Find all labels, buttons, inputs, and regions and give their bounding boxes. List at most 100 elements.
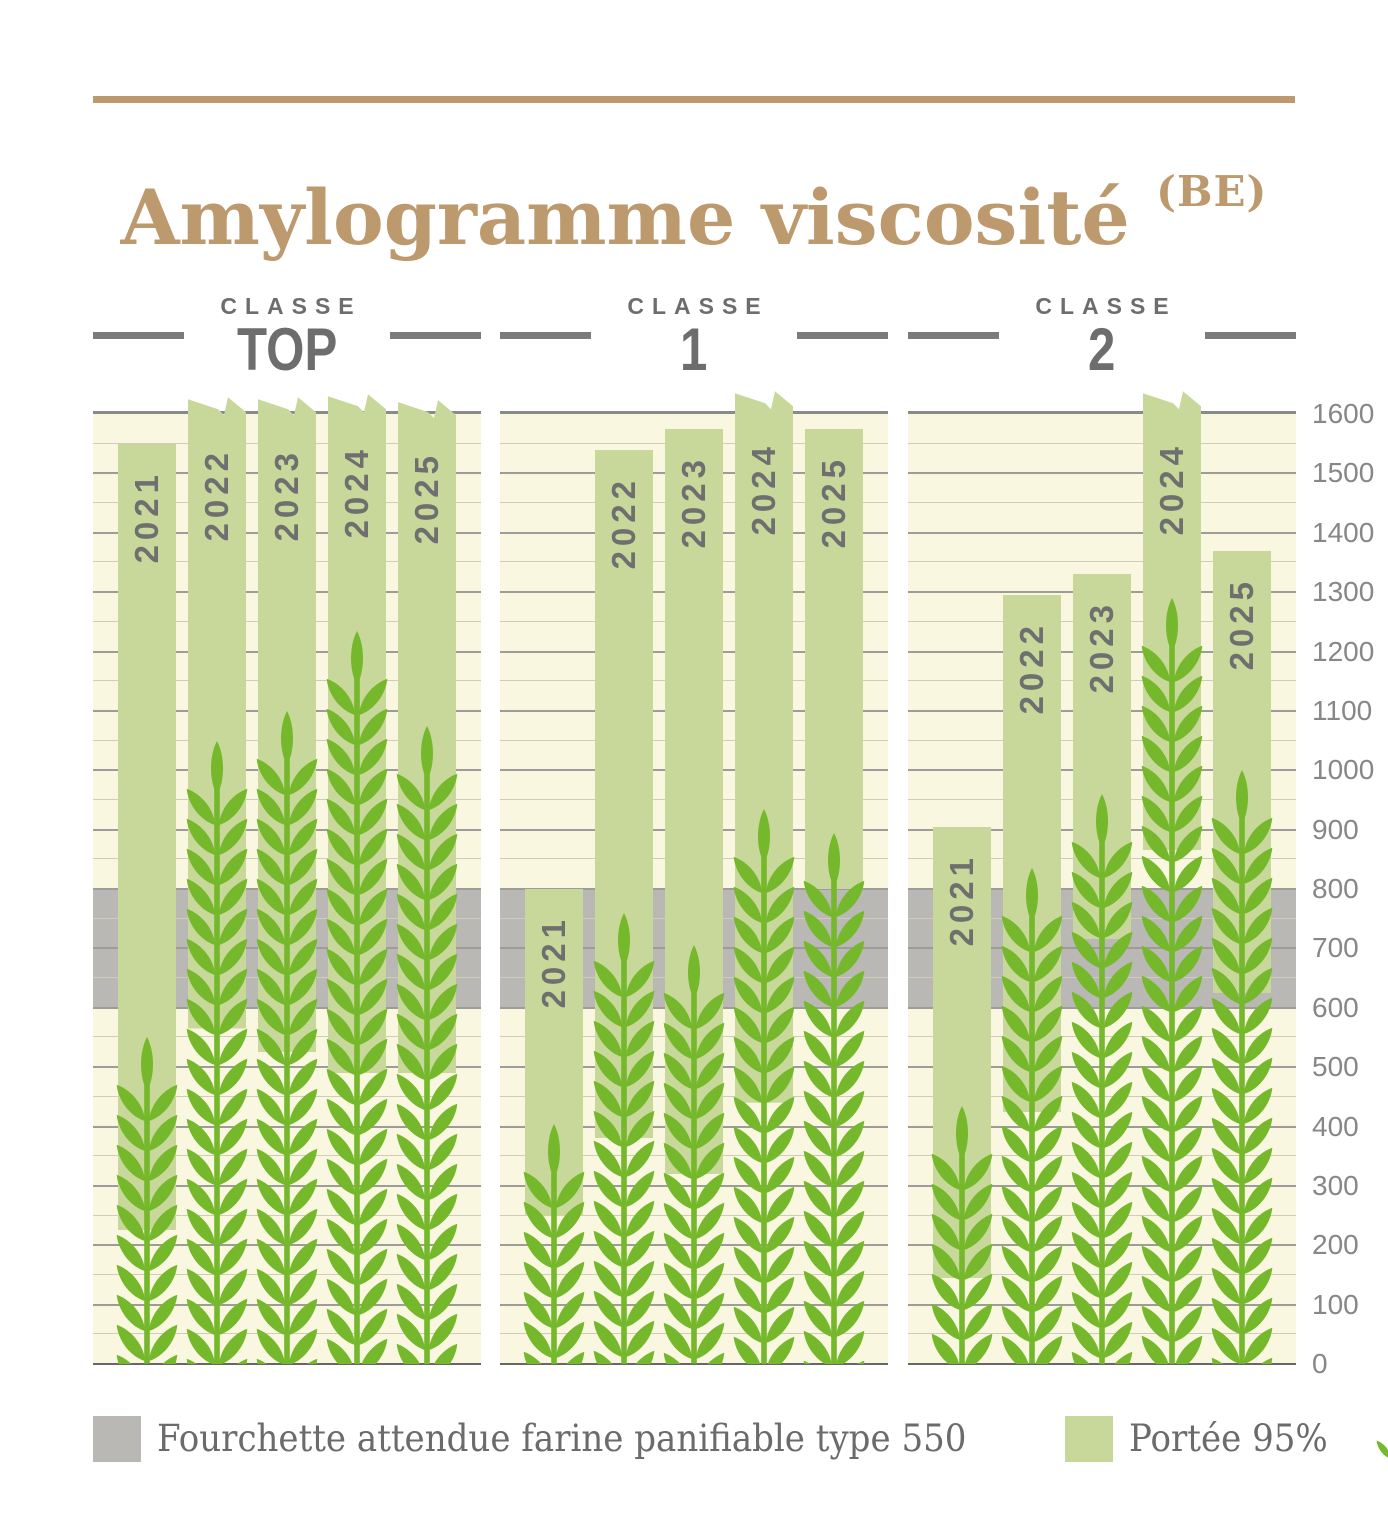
bar-year-text: 2023 — [268, 448, 305, 542]
gridline-1550 — [908, 442, 1296, 444]
bar-year-label: 2024 — [1143, 442, 1201, 535]
header-rule-right — [389, 332, 482, 339]
y-axis-label-1500: 1500 — [1312, 457, 1375, 489]
wheat-mean-indicator — [256, 711, 318, 1364]
wheat-mean-indicator — [1211, 770, 1273, 1364]
legend-expected-range-label: Fourchette attendue farine panifiable ty… — [157, 1417, 967, 1460]
y-axis-label-1000: 1000 — [1312, 754, 1375, 786]
classe-word: CLASSE — [1035, 293, 1177, 319]
bar-year-text: 2025 — [815, 454, 852, 549]
plot-area: 2021 2022 2023 2024 2025 — [93, 394, 481, 1365]
legend-expected-range-swatch — [93, 1415, 141, 1462]
bar-year-text: 2023 — [1083, 600, 1120, 694]
wheat-mean-indicator — [1141, 598, 1203, 1364]
y-axis-label-300: 300 — [1312, 1169, 1359, 1201]
panel-classe-top: CLASSE TOP 2021 2022 2023 2024 2025 — [93, 293, 482, 1365]
bar-year-label: 2021 — [933, 853, 991, 946]
legend-portee-swatch — [1064, 1415, 1113, 1462]
bar-year-text: 2025 — [408, 451, 445, 545]
classe-value: 1 — [680, 316, 708, 383]
panel-classe-2: CLASSE 2 2021 2022 2023 2024 2025 — [908, 293, 1297, 1365]
bar-year-text: 2022 — [198, 448, 235, 542]
y-axis-label-700: 700 — [1312, 932, 1359, 964]
bar-year-text: 2021 — [535, 915, 572, 1009]
bar-year-text: 2025 — [1223, 576, 1260, 670]
bar-year-label: 2022 — [188, 448, 246, 541]
bar-portee95-2025 — [805, 428, 863, 889]
bar-year-label: 2022 — [595, 476, 653, 569]
panel-classe-1: CLASSE 1 2021 2022 2023 2024 2025 — [500, 293, 889, 1365]
legend-portee-label: Portée 95% — [1128, 1417, 1328, 1460]
bar-year-text: 2023 — [675, 454, 712, 549]
bar-year-label: 2024 — [328, 445, 386, 538]
bar-year-label: 2021 — [525, 915, 583, 1008]
header-text: CLASSE 1 — [619, 293, 768, 380]
panel-header: CLASSE 2 — [908, 293, 1297, 414]
plot-area: 2021 2022 2023 2024 2025 — [908, 391, 1296, 1365]
bar-year-text: 2021 — [128, 469, 165, 564]
bar-year-label: 2025 — [398, 451, 456, 544]
legend: Fourchette attendue farine panifiable ty… — [93, 1408, 1388, 1469]
bar-year-text: 2024 — [1153, 442, 1190, 536]
y-axis-label-200: 200 — [1312, 1229, 1359, 1261]
bar-year-label: 2023 — [665, 455, 723, 548]
y-axis-label-1300: 1300 — [1312, 576, 1375, 608]
gridline-1400 — [908, 531, 1296, 534]
panel-header: CLASSE TOP — [93, 293, 482, 414]
wheat-mean-indicator — [733, 809, 795, 1364]
header-rule-right — [796, 332, 889, 339]
gridline-0 — [500, 1363, 888, 1365]
wheat-mean-indicator — [1001, 868, 1063, 1364]
classe-word: CLASSE — [220, 293, 362, 319]
plot-area: 2021 2022 2023 2024 2025 — [500, 391, 888, 1365]
wheat-mean-indicator — [1071, 794, 1133, 1364]
gridline-1500 — [908, 472, 1296, 475]
bar-year-text: 2022 — [1013, 621, 1050, 715]
wheat-icon — [1375, 1408, 1388, 1469]
gridline-1450 — [908, 502, 1296, 504]
y-axis-label-400: 400 — [1312, 1110, 1359, 1142]
bar-year-label: 2023 — [1073, 600, 1131, 693]
bar-year-text: 2021 — [943, 852, 980, 947]
wheat-mean-indicator — [116, 1037, 178, 1364]
y-axis-label-800: 800 — [1312, 873, 1359, 904]
panel-header: CLASSE 1 — [500, 293, 889, 414]
header-rule-right — [1204, 332, 1297, 339]
bar-year-text: 2022 — [605, 475, 642, 570]
y-axis-label-1600: 1600 — [1312, 398, 1375, 429]
chart-title-text: Amylogramme viscosité — [120, 173, 1130, 262]
header-rule-left — [908, 332, 1000, 339]
chart-title: Amylogramme viscosité (BE) — [0, 142, 1388, 268]
y-axis-label-500: 500 — [1312, 1051, 1359, 1083]
header-text: CLASSE 2 — [1027, 293, 1176, 380]
bar-year-text: 2024 — [745, 442, 782, 536]
y-axis-label-1400: 1400 — [1312, 516, 1375, 548]
y-axis-label-0: 0 — [1312, 1348, 1328, 1379]
y-axis-label-1200: 1200 — [1312, 635, 1375, 667]
y-axis-label-1100: 1100 — [1312, 694, 1373, 726]
y-axis-label-900: 900 — [1312, 813, 1359, 845]
bar-year-label: 2023 — [258, 448, 316, 541]
wheat-mean-indicator — [186, 741, 248, 1364]
bar-year-label: 2024 — [735, 442, 793, 535]
gridline-1600 — [908, 411, 1296, 414]
wheat-mean-indicator — [663, 945, 725, 1364]
header-rule-left — [500, 332, 592, 339]
bar-year-label: 2022 — [1003, 621, 1061, 714]
gridline-1600 — [500, 411, 888, 414]
wheat-mean-indicator — [396, 726, 458, 1364]
gridline-0 — [93, 1363, 481, 1365]
wheat-mean-indicator — [931, 1106, 993, 1364]
top-rule — [93, 96, 1295, 103]
bar-year-text: 2024 — [338, 445, 375, 539]
bar-year-label: 2025 — [1213, 577, 1271, 670]
bar-year-label: 2021 — [118, 470, 176, 563]
y-axis-label-100: 100 — [1312, 1288, 1359, 1320]
wheat-mean-indicator — [803, 833, 865, 1364]
classe-value: TOP — [236, 316, 338, 383]
header-text: CLASSE TOP — [212, 293, 361, 380]
classe-word: CLASSE — [627, 293, 769, 319]
wheat-mean-indicator — [523, 1124, 585, 1364]
